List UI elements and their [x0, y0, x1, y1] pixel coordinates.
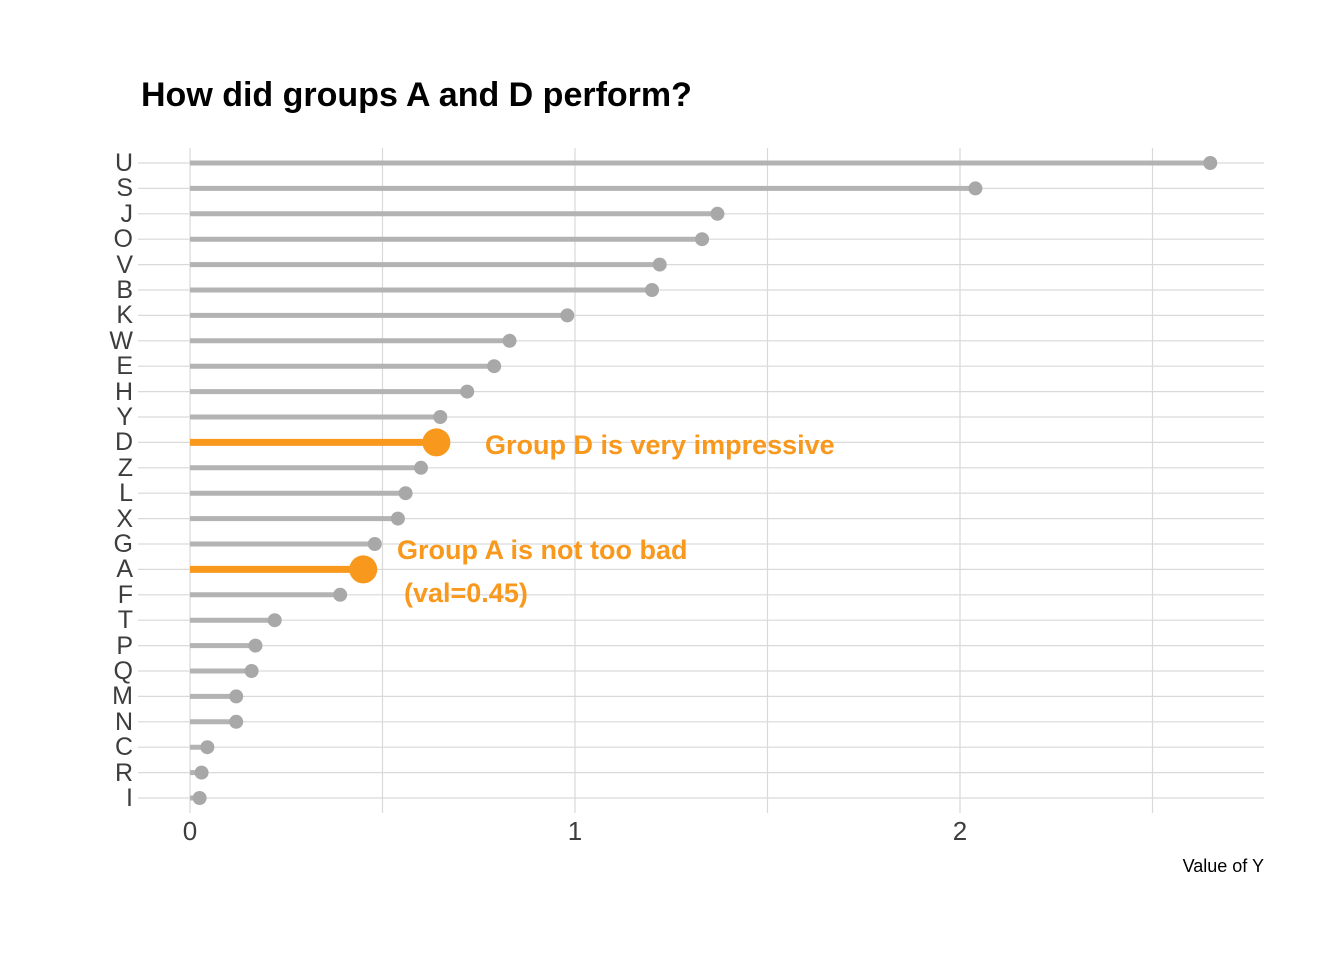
y-tick-label-M: M [112, 682, 133, 711]
x-tick-label-1: 1 [567, 816, 583, 846]
y-tick-label-U: U [114, 149, 133, 177]
y-tick-label-J: J [120, 199, 134, 228]
x-tick-label-0: 0 [182, 816, 198, 846]
y-tick-label-G: G [113, 530, 133, 558]
lollipop-dot-L [398, 486, 413, 501]
y-tick-label-C: C [114, 733, 133, 762]
lollipop-dot-A [349, 555, 378, 584]
y-tick-label-Z: Z [117, 453, 133, 482]
x-tick-label-2: 2 [952, 816, 968, 846]
y-tick-label-X: X [116, 504, 133, 533]
lollipop-dot-T [267, 613, 282, 628]
y-tick-label-R: R [114, 758, 133, 787]
lollipop-dot-Z [414, 460, 428, 475]
y-tick-label-K: K [116, 301, 133, 330]
annotation-group-a-line1: Group A is not too bad [397, 535, 688, 565]
lollipop-dot-V [652, 257, 667, 272]
y-tick-label-V: V [116, 250, 133, 279]
y-tick-label-S: S [116, 174, 133, 203]
y-tick-label-E: E [116, 352, 133, 381]
lollipop-dot-O [695, 232, 710, 247]
annotation-group-a-line2: (val=0.45) [404, 578, 528, 608]
y-tick-label-B: B [116, 276, 133, 304]
lollipop-dot-B [645, 283, 659, 297]
lollipop-dot-M [229, 689, 244, 704]
lollipop-dot-W [502, 333, 517, 348]
y-tick-label-O: O [113, 225, 133, 254]
y-tick-label-H: H [114, 377, 133, 406]
y-tick-label-Y: Y [116, 403, 133, 431]
lollipop-dot-R [194, 765, 209, 780]
lollipop-dot-P [248, 638, 263, 653]
lollipop-dot-H [460, 384, 475, 399]
x-axis-title: Value of Y [1182, 856, 1264, 876]
y-tick-label-D: D [114, 428, 133, 457]
lollipop-dot-J [710, 206, 725, 221]
y-tick-label-T: T [117, 606, 133, 635]
lollipop-dot-D [422, 428, 451, 457]
lollipop-dot-C [200, 740, 215, 755]
lollipop-dot-N [229, 714, 244, 729]
y-tick-label-W: W [109, 326, 133, 355]
lollipop-dot-U [1203, 156, 1218, 170]
lollipop-dot-G [367, 537, 382, 551]
lollipop-dot-K [560, 308, 575, 323]
lollipop-dot-E [487, 359, 502, 374]
annotation-group-d: Group D is very impressive [485, 430, 835, 460]
y-tick-label-F: F [117, 580, 133, 609]
lollipop-dot-I [192, 791, 207, 805]
lollipop-dot-F [333, 587, 348, 602]
lollipop-dot-Y [433, 410, 448, 424]
y-tick-label-Q: Q [113, 657, 133, 685]
chart-title: How did groups A and D perform? [141, 76, 692, 114]
y-tick-label-N: N [114, 707, 133, 736]
y-tick-label-I: I [126, 784, 133, 812]
y-tick-label-P: P [116, 631, 133, 660]
lollipop-dot-Q [244, 664, 259, 678]
y-tick-label-A: A [116, 555, 133, 584]
y-tick-label-L: L [119, 479, 133, 508]
lollipop-dot-S [968, 181, 983, 196]
lollipop-dot-X [390, 511, 405, 526]
